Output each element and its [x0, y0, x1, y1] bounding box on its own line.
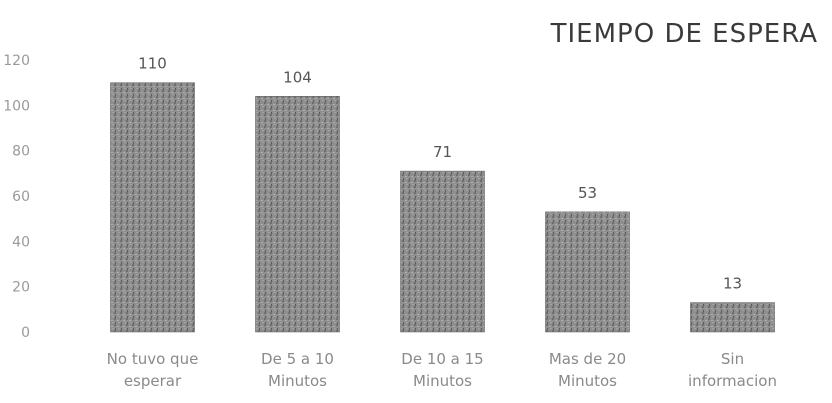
x-tick-label-line: Sin	[721, 350, 744, 368]
bar	[255, 96, 340, 333]
bars	[110, 82, 775, 333]
x-tick-label: Mas de 20 Minutos	[549, 350, 626, 390]
bar	[110, 82, 195, 333]
x-tick-label: De 5 a 10 Minutos	[261, 350, 334, 390]
bar	[545, 211, 630, 333]
data-label: 104	[283, 68, 312, 86]
x-tick-label-line: informacion	[688, 372, 777, 390]
data-labels: 110 104 71 53 13	[138, 55, 742, 293]
y-tick-label: 80	[12, 144, 30, 160]
y-tick-label: 0	[21, 325, 30, 341]
data-label: 110	[138, 55, 167, 73]
x-tick-label-line: De 5 a 10	[261, 350, 334, 368]
y-tick-label: 40	[12, 234, 30, 250]
x-tick-label-line: Minutos	[268, 372, 327, 390]
y-tick-label: 100	[3, 98, 30, 114]
data-label: 71	[433, 143, 452, 161]
data-label: 53	[578, 184, 597, 202]
bar	[400, 170, 485, 333]
x-tick-label: De 10 a 15 Minutos	[401, 350, 483, 390]
y-axis: 0 20 40 60 80 100 120	[3, 53, 30, 341]
bar	[690, 302, 775, 333]
x-tick-label: No tuvo que esperar	[107, 350, 199, 390]
chart-title: TIEMPO DE ESPERA	[550, 19, 818, 49]
y-tick-label: 120	[3, 53, 30, 69]
x-tick-label-line: No tuvo que	[107, 350, 199, 368]
data-label: 13	[723, 275, 742, 293]
x-tick-label-line: Minutos	[558, 372, 617, 390]
y-tick-label: 60	[12, 189, 30, 205]
y-tick-label: 20	[12, 280, 30, 296]
x-tick-label-line: De 10 a 15	[401, 350, 483, 368]
x-tick-label-line: Mas de 20	[549, 350, 626, 368]
x-tick-label-line: Minutos	[413, 372, 472, 390]
x-tick-label: Sin informacion	[688, 350, 777, 390]
x-tick-label-line: esperar	[124, 372, 182, 390]
